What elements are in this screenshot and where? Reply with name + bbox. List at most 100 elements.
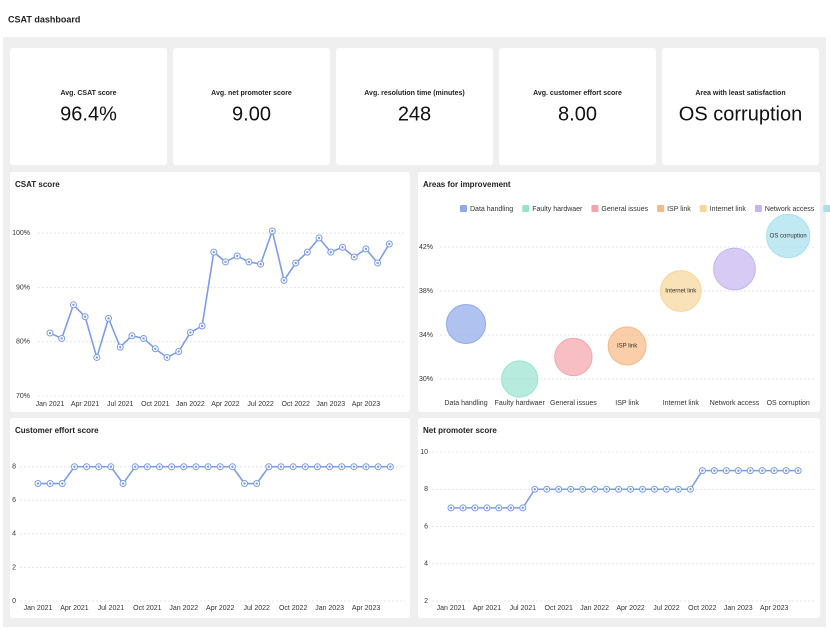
kpi-value: OS corruption — [679, 103, 802, 125]
point-dot — [170, 465, 173, 468]
point-dot — [267, 465, 271, 468]
point-dot — [97, 465, 100, 468]
point-dot — [72, 303, 75, 306]
point-dot — [629, 488, 632, 491]
point-dot — [364, 247, 368, 251]
point-dot — [130, 334, 134, 337]
y-tick-label: 8 — [424, 486, 428, 493]
x-tick-label: Jul 2022 — [243, 605, 270, 612]
y-tick-label: 70% — [16, 393, 30, 400]
point-dot — [243, 482, 246, 485]
point-dot — [177, 350, 180, 353]
x-tick-label: Oct 2022 — [281, 401, 310, 408]
point-dot — [701, 469, 704, 472]
x-tick-label: Jan 2022 — [169, 605, 198, 612]
point-dot — [545, 488, 548, 491]
y-tick-label: 10 — [420, 449, 428, 456]
chart-panel — [418, 418, 820, 618]
point-dot — [617, 488, 620, 491]
dashboard-title: CSAT dashboard — [8, 14, 80, 24]
kpi-label: Area with least satisfaction — [695, 90, 785, 97]
bubble-label: ISP link — [617, 344, 638, 350]
point-dot — [291, 465, 295, 468]
point-dot — [224, 260, 227, 264]
x-tick-label: Jan 2023 — [315, 605, 344, 612]
x-tick-label: Apr 2023 — [760, 605, 789, 612]
x-tick-label: Faulty hardwaer — [495, 400, 546, 407]
x-tick-label: Apr 2021 — [71, 401, 100, 408]
point-dot — [279, 465, 283, 468]
bubble — [713, 247, 756, 291]
point-dot — [641, 488, 644, 491]
point-dot — [158, 465, 161, 468]
point-dot — [134, 465, 137, 468]
point-dot — [107, 317, 110, 320]
kpi-label: Avg. resolution time (minutes) — [364, 90, 464, 97]
bubble — [445, 303, 487, 345]
point-dot — [182, 465, 185, 468]
x-tick-label: Jul 2021 — [107, 401, 134, 408]
x-tick-label: Network access — [710, 400, 760, 407]
point-dot — [95, 356, 99, 359]
legend-swatch — [460, 205, 467, 212]
x-tick-label: Apr 2021 — [60, 605, 89, 612]
y-tick-label: 38% — [419, 288, 433, 295]
point-dot — [317, 236, 321, 240]
point-dot — [593, 488, 596, 491]
point-dot — [219, 465, 222, 468]
point-dot — [796, 469, 800, 472]
chart-title: Areas for improvement — [423, 180, 511, 189]
bubble — [554, 337, 593, 377]
x-tick-label: Jan 2022 — [580, 605, 609, 612]
legend-swatch — [591, 205, 599, 212]
kpi-value: 9.00 — [232, 103, 271, 125]
point-dot — [154, 347, 157, 350]
y-tick-label: 8 — [12, 464, 16, 471]
point-dot — [142, 337, 145, 340]
x-tick-label: Apr 2022 — [211, 401, 240, 408]
point-dot — [231, 465, 234, 468]
y-tick-label: 2 — [424, 598, 428, 605]
point-dot — [521, 506, 525, 510]
point-dot — [271, 229, 274, 233]
point-dot — [509, 506, 513, 510]
kpi-card — [499, 48, 656, 165]
x-tick-label: Jul 2021 — [98, 605, 125, 612]
x-tick-label: General issues — [550, 400, 597, 407]
point-dot — [713, 469, 716, 472]
point-dot — [376, 261, 379, 265]
x-tick-label: Oct 2021 — [545, 605, 574, 612]
point-dot — [304, 465, 307, 468]
point-dot — [665, 488, 668, 491]
legend-swatch — [699, 205, 707, 212]
point-dot — [259, 262, 262, 266]
point-dot — [36, 482, 40, 485]
point-dot — [282, 279, 286, 282]
point-dot — [533, 488, 536, 491]
y-tick-label: 4 — [424, 561, 428, 568]
point-dot — [352, 465, 356, 468]
point-dot — [677, 488, 680, 491]
point-dot — [73, 465, 76, 468]
point-dot — [60, 337, 63, 340]
chart-title: Customer effort score — [15, 426, 99, 435]
x-tick-label: Oct 2021 — [141, 401, 170, 408]
point-dot — [557, 488, 560, 491]
point-dot — [353, 255, 356, 259]
x-tick-label: Jul 2022 — [247, 401, 274, 408]
point-dot — [189, 331, 192, 334]
point-dot — [165, 356, 169, 359]
point-dot — [236, 254, 239, 258]
point-dot — [61, 482, 64, 485]
x-tick-label: Apr 2022 — [206, 605, 235, 612]
y-tick-label: 4 — [12, 531, 16, 538]
point-dot — [329, 250, 332, 254]
kpi-card — [662, 48, 819, 165]
point-dot — [200, 324, 204, 328]
point-dot — [772, 469, 776, 472]
point-dot — [306, 250, 309, 254]
x-tick-label: Oct 2021 — [133, 605, 162, 612]
bubble-label: Internet link — [665, 289, 697, 295]
point-dot — [461, 506, 465, 510]
